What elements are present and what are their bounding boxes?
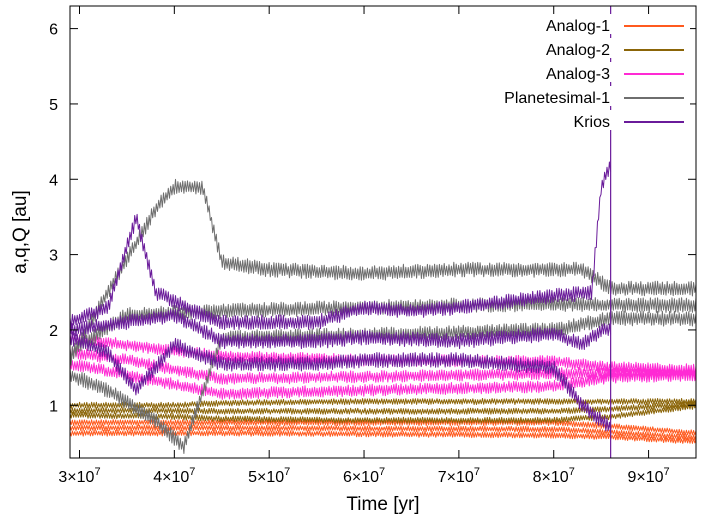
x-tick-label: 5×107 bbox=[248, 466, 290, 486]
legend-label: Analog-2 bbox=[546, 42, 610, 59]
y-tick-label: 3 bbox=[49, 248, 58, 265]
legend-item-krios: Krios bbox=[450, 110, 690, 131]
y-tick-label: 4 bbox=[49, 172, 58, 189]
y-tick-label: 1 bbox=[49, 398, 58, 415]
series-line-krios-1 bbox=[70, 161, 612, 330]
plot-lines bbox=[70, 6, 696, 458]
series-line-analog-2-2 bbox=[70, 400, 696, 415]
legend-item-analog-1: Analog-1 bbox=[450, 14, 690, 35]
series-line-analog-1-3 bbox=[70, 429, 696, 444]
legend-item-bg bbox=[450, 110, 690, 130]
x-tick-label: 3×107 bbox=[58, 466, 100, 486]
x-tick-label: 8×107 bbox=[533, 466, 575, 486]
series-line-krios-3 bbox=[70, 331, 612, 432]
plot-frame bbox=[69, 5, 697, 459]
x-tick-label: 7×107 bbox=[438, 466, 480, 486]
x-tick-label: 6×107 bbox=[343, 466, 385, 486]
legend-item-bg bbox=[450, 86, 690, 106]
y-axis-title: a,q,Q [au] bbox=[10, 190, 31, 273]
legend-label: Krios bbox=[574, 114, 610, 131]
series-analog-1 bbox=[70, 419, 696, 444]
series-analog-2 bbox=[70, 398, 696, 424]
series-line-analog-3-2 bbox=[70, 346, 696, 385]
series-line-analog-3-3 bbox=[70, 359, 696, 400]
legend-label: Planetesimal-1 bbox=[504, 90, 610, 107]
y-tick-label: 2 bbox=[49, 323, 58, 340]
series-line-planetesimal-1-3 bbox=[70, 310, 696, 454]
series-line-analog-2-1 bbox=[70, 398, 696, 409]
legend-item-analog-3: Analog-3 bbox=[450, 62, 690, 83]
series-krios bbox=[70, 161, 612, 432]
x-tick-label: 9×107 bbox=[627, 466, 669, 486]
y-tick-label: 6 bbox=[49, 22, 58, 39]
legend: Analog-1 Analog-2 Analog-3 Planetesimal-1 Kr… bbox=[450, 14, 690, 131]
legend-item-analog-2: Analog-2 bbox=[450, 38, 690, 59]
legend-item-bg bbox=[450, 38, 690, 58]
legend-item-planetesimal-1: Planetesimal-1 bbox=[450, 86, 690, 107]
x-axis-title: Time [yr] bbox=[346, 494, 419, 515]
series-line-planetesimal-1-1 bbox=[70, 178, 696, 366]
axis-ticks: 3×107 4×107 5×107 6×107 7×107 8×107 9×107 1 2 3 4 5… bbox=[49, 6, 696, 486]
series-line-analog-2-3 bbox=[70, 403, 696, 424]
legend-label: Analog-3 bbox=[546, 66, 610, 83]
legend-item-bg bbox=[450, 14, 690, 34]
x-tick-label: 4×107 bbox=[153, 466, 195, 486]
y-tick-label: 5 bbox=[49, 97, 58, 114]
series-line-analog-1-2 bbox=[70, 424, 696, 441]
legend-item-bg bbox=[450, 62, 690, 82]
series-line-krios-2 bbox=[70, 309, 612, 350]
series-line-analog-1-1 bbox=[70, 419, 696, 436]
legend-label: Analog-1 bbox=[546, 18, 610, 35]
